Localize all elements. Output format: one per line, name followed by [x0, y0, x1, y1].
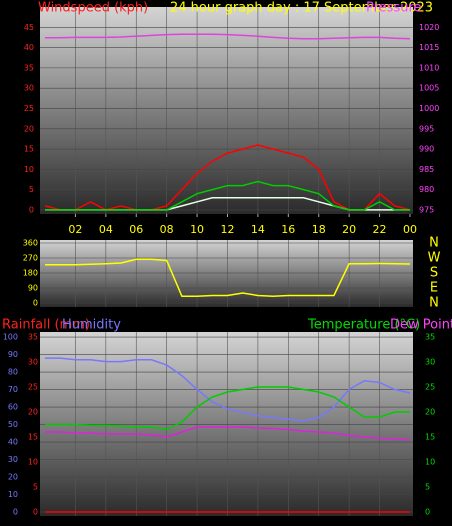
y-tick-label: 35: [28, 333, 38, 342]
y-tick-label: 90: [8, 350, 18, 359]
y-tick-label: 25: [24, 104, 34, 113]
y-tick-label: 270: [23, 254, 38, 263]
x-tick-label: 22: [373, 223, 387, 236]
y-tick-label: 5: [29, 185, 34, 194]
y-tick-label: 20: [8, 472, 18, 481]
panel-background: [40, 332, 413, 516]
y-tick-label: 995: [419, 124, 434, 133]
y-tick-label: 40: [8, 438, 18, 447]
y-tick-label: 975: [419, 205, 434, 214]
series-line: [45, 258, 411, 298]
y-tick-label: 70: [8, 385, 18, 394]
series-line: [45, 180, 410, 211]
dewpoint-axis-title: Dew Point: [390, 318, 452, 333]
y-tick-label: 0: [13, 507, 18, 516]
series-line: [45, 33, 411, 40]
y-tick-label: 0: [33, 299, 38, 308]
y-tick-label: 1005: [419, 84, 439, 93]
y-tick-label: 1010: [419, 63, 439, 72]
panel-background: [40, 7, 413, 214]
x-tick-label: 04: [99, 223, 113, 236]
y-tick-label: 10: [28, 458, 38, 467]
y-tick-label: 180: [23, 269, 38, 278]
y-tick-label: 20: [24, 124, 34, 133]
y-tick-label: 5: [425, 483, 430, 492]
y-tick-label: 20: [425, 408, 435, 417]
y-tick-label: 15: [24, 145, 34, 154]
direction-label: N: [429, 236, 439, 251]
y-tick-label: 0: [425, 508, 430, 517]
y-tick-label: 30: [425, 358, 435, 367]
rain-axis-title: Rainfall (mm): [2, 318, 90, 333]
chart-title: 24 hour graph day : 17 September 2023: [170, 1, 433, 16]
x-tick-label: 10: [190, 223, 204, 236]
x-tick-label: 14: [251, 223, 265, 236]
humidity-axis-title: Humidity: [62, 318, 121, 333]
series-line: [45, 357, 411, 422]
x-tick-label: 08: [160, 223, 174, 236]
direction-label: S: [430, 266, 438, 281]
y-axis-title: Windspeed (kph): [38, 1, 148, 16]
y-tick-label: 35: [24, 63, 34, 72]
x-tick-label: 18: [312, 223, 326, 236]
y-tick-label: 20: [28, 408, 38, 417]
y-tick-label: 90: [28, 284, 38, 293]
direction-label: W: [428, 251, 441, 266]
y-tick-label: 0: [33, 508, 38, 517]
y-tick-label: 5: [33, 483, 38, 492]
y2-axis-title: Pressure: [366, 1, 422, 16]
y-tick-label: 360: [23, 239, 38, 248]
direction-label: E: [430, 281, 438, 296]
direction-label: N: [429, 296, 439, 311]
y-tick-label: 80: [8, 368, 18, 377]
x-tick-label: 12: [220, 223, 234, 236]
y-tick-label: 100: [3, 333, 18, 342]
x-tick-label: 02: [68, 223, 82, 236]
y-tick-label: 25: [28, 383, 38, 392]
y-tick-label: 15: [28, 433, 38, 442]
y-tick-label: 0: [29, 205, 34, 214]
y-tick-label: 30: [24, 84, 34, 93]
series-line: [45, 386, 410, 431]
y-tick-label: 10: [425, 458, 435, 467]
y-tick-label: 25: [425, 383, 435, 392]
y-tick-label: 45: [24, 23, 34, 32]
panel-background: [40, 240, 413, 307]
temperature-axis-title: Temperature (°C): [307, 318, 420, 333]
y-tick-label: 980: [419, 185, 434, 194]
x-tick-label: 06: [129, 223, 143, 236]
y-tick-label: 1015: [419, 43, 439, 52]
y-tick-label: 10: [24, 165, 34, 174]
x-tick-label: 16: [281, 223, 295, 236]
x-tick-label: 20: [342, 223, 356, 236]
x-tick-label: 00: [403, 223, 417, 236]
y-tick-label: 1020: [419, 23, 439, 32]
y-tick-label: 40: [24, 43, 34, 52]
y-tick-label: 990: [419, 145, 434, 154]
y-tick-label: 985: [419, 165, 434, 174]
y-tick-label: 50: [8, 420, 18, 429]
y-tick-label: 15: [425, 433, 435, 442]
y-tick-label: 60: [8, 403, 18, 412]
y-tick-label: 30: [28, 358, 38, 367]
y-tick-label: 1000: [419, 104, 439, 113]
series-line: [45, 426, 411, 441]
y-tick-label: 35: [425, 333, 435, 342]
y-tick-label: 30: [8, 455, 18, 464]
y-tick-label: 10: [8, 490, 18, 499]
